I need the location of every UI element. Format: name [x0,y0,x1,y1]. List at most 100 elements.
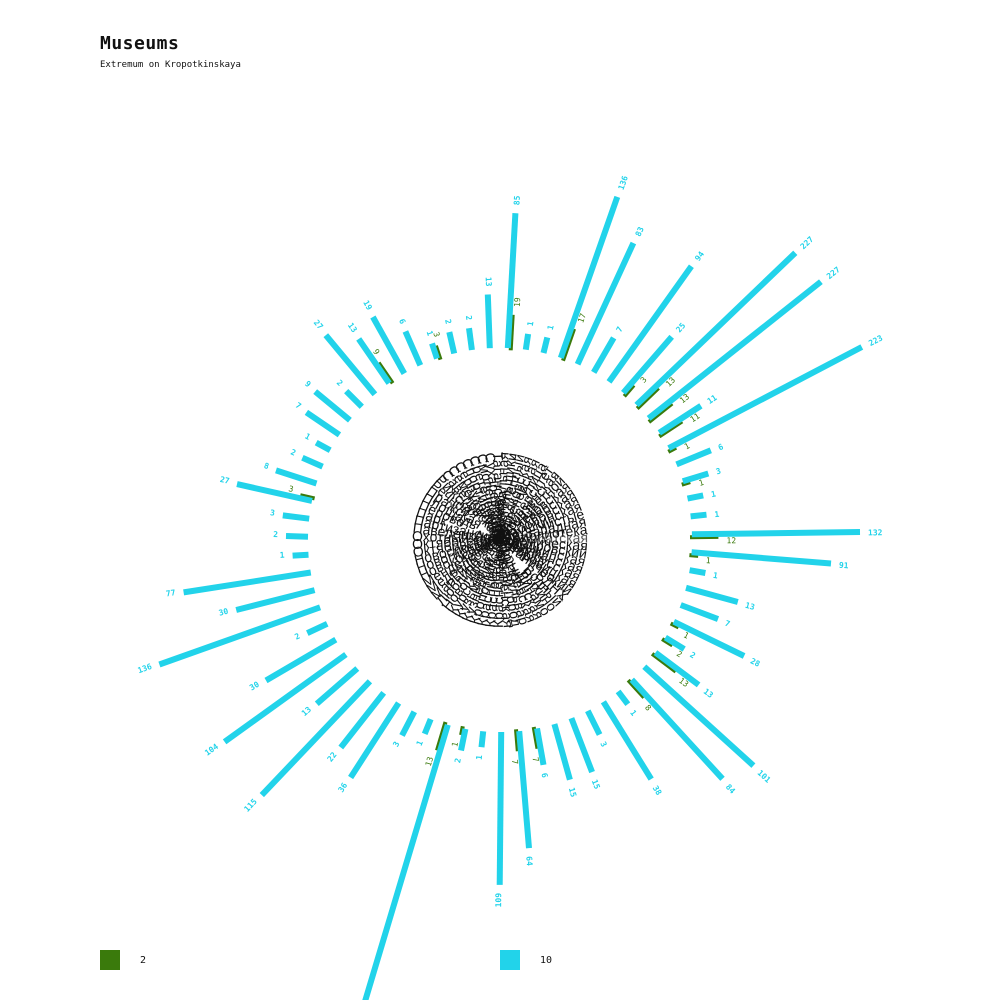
value-label-b: 6 [540,772,550,779]
value-label-b: 15 [590,778,602,790]
value-label-a: 13 [424,755,435,767]
bar-series-b [672,619,746,659]
bar-series-b [679,602,720,622]
value-label-a: 1 [683,441,692,451]
value-label-b: 1 [279,551,285,560]
bar-series-a [647,402,674,424]
value-label-b: 227 [799,235,816,252]
value-label-b: 104 [203,742,220,758]
legend-label-a: 2 [140,955,147,966]
value-label-b: 2 [289,448,297,458]
bar-series-b [568,717,595,774]
value-label-b: 115 [242,797,259,814]
bar-series-b [446,331,458,355]
bar-series-b [615,689,631,707]
value-label-b: 2 [273,530,278,539]
bar-series-b [323,333,378,397]
value-label-a: 3 [639,375,649,385]
bar-series-b [621,334,674,395]
value-label-b: 227 [825,265,842,281]
value-label-a: 3 [288,484,295,494]
bar-series-a [514,729,520,752]
value-label-a: 1 [450,741,460,748]
value-label-a: 9 [371,347,381,356]
bar-series-b [496,731,505,885]
bar-series-b [691,549,832,567]
bar-series-b [681,470,710,485]
station-label: Октябрьское [412,531,496,552]
value-label-b: 25 [674,321,687,334]
value-label-b: 94 [693,250,706,263]
bar-series-b [653,650,701,688]
value-label-b: 36 [336,781,349,794]
legend-swatch-a [100,950,120,970]
value-label-b: 3 [270,508,276,518]
value-label-a: 19 [513,297,523,307]
value-label-b: 30 [248,680,261,693]
value-label-b: 13 [346,321,359,334]
station-label: Театральная [491,452,512,536]
bar-series-b [183,569,312,596]
value-label-b: 38 [651,784,664,797]
bar-series-b [504,213,519,349]
value-label-b: 136 [136,662,153,675]
value-label-a: 12 [726,536,736,545]
bar-series-a [435,721,448,751]
chart-title: Museums [100,33,180,54]
bar-series-b [314,439,332,453]
bar-series-b [158,604,322,668]
bar-series-b [646,279,823,421]
bar-series-b [344,388,364,409]
bar-series-b [222,652,348,745]
bar-series-b [235,587,316,613]
bar-series-b [301,455,324,470]
legend-swatch-b [500,950,520,970]
value-label-a: 1 [682,630,690,640]
bar-series-b [466,327,475,351]
value-label-b: 1 [714,510,720,519]
bar-series-b [306,621,329,636]
value-label-b: 2 [335,378,345,388]
bar-series-b [478,730,487,748]
value-label-b: 1 [628,708,638,717]
bar-series-b [282,512,310,522]
value-label-b: 85 [512,195,522,205]
bar-series-b [585,709,603,736]
value-label-b: 84 [724,782,737,795]
bar-series-b [370,315,407,375]
value-label-b: 27 [312,318,325,331]
value-label-b: 22 [326,750,339,763]
value-label-b: 7 [724,619,732,629]
bar-series-b [516,730,532,849]
value-label-b: 9 [303,379,313,389]
bar-series-b [574,241,637,366]
bar-series-b [484,294,493,349]
value-label-b: 136 [617,174,630,191]
bar-series-a [531,726,540,749]
bar-series-b [356,337,392,385]
bar-series-b [264,637,338,684]
value-label-a: 8 [643,703,653,713]
value-label-b: 1 [710,489,717,499]
value-label-b: 30 [218,607,230,618]
bar-series-b [657,403,703,436]
bar-series-b [399,710,417,737]
value-label-b: 6 [397,317,407,325]
value-label-b: 27 [219,475,231,486]
bar-series-b [663,635,686,652]
value-label-a: 7 [510,759,519,765]
bar-series-b [606,264,694,384]
value-label-b: 101 [756,768,773,784]
value-label-b: 19 [361,299,374,312]
bar-series-b [557,195,621,359]
value-label-a: 17 [576,312,588,324]
bar-series-b [522,333,532,351]
bar-series-b [600,700,654,781]
bar-series-b [314,666,360,707]
value-label-b: 64 [524,856,534,867]
bar-series-b [429,342,440,360]
bars-layer [158,195,864,1000]
value-label-b: 1 [526,320,536,326]
value-label-b: 11 [706,393,719,406]
bar-series-b [551,723,573,781]
